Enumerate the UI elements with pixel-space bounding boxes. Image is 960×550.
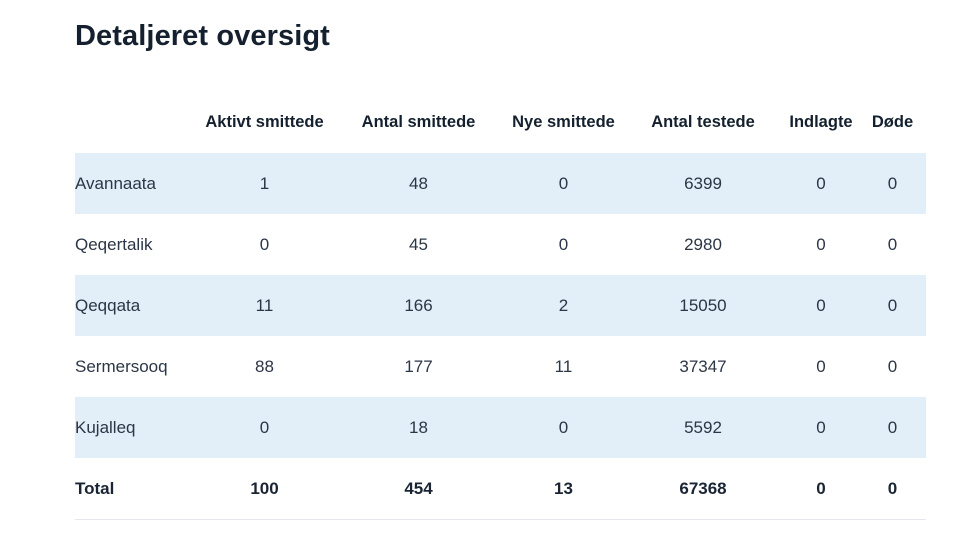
hospitalized-cell: 0 [783,153,859,214]
column-header-total-infected: Antal smittede [361,113,476,131]
deaths-cell: 0 [887,356,898,376]
table-row: Qeqqata 11 166 2 15050 0 0 [75,275,926,336]
overview-table: Aktivt smittede Antal smittede Nye smitt… [75,92,926,520]
page-title: Detaljeret oversigt [75,20,330,52]
column-header-new-infected: Nye smittede [512,113,615,131]
table-row: Sermersooq 88 177 11 37347 0 0 [75,336,926,397]
total-infected-cell: 18 [333,397,504,458]
deaths-cell: 0 [887,234,898,254]
total-infected-cell: 45 [409,234,428,254]
hospitalized-cell: 0 [816,234,826,254]
new-infected-cell: 11 [554,356,573,376]
total-hospitalized: 0 [783,458,859,520]
region-name: Sermersooq [75,356,168,376]
total-active-infected: 100 [196,458,333,520]
active-infected-cell: 11 [196,275,333,336]
total-row: Total 100 454 13 67368 0 0 [75,458,926,520]
region-name: Kujalleq [75,397,196,458]
active-infected-cell: 0 [196,397,333,458]
total-total-infected: 454 [333,458,504,520]
total-infected-cell: 48 [333,153,504,214]
active-infected-cell: 0 [259,234,270,254]
total-infected-cell: 177 [404,356,433,376]
active-infected-cell: 88 [255,356,274,376]
tested-cell: 5592 [623,397,783,458]
hospitalized-cell: 0 [783,397,859,458]
tested-cell: 2980 [684,234,722,254]
total-new-infected: 13 [504,458,623,520]
table-row: Qeqertalik 0 45 0 2980 0 0 [75,214,926,275]
table-row: Kujalleq 0 18 0 5592 0 0 [75,397,926,458]
total-tested: 67368 [623,458,783,520]
table-header-row: Aktivt smittede Antal smittede Nye smitt… [75,92,926,153]
total-infected-cell: 166 [333,275,504,336]
column-header-active-infected: Aktivt smittede [205,113,324,131]
region-name: Qeqqata [75,275,196,336]
column-header-tested: Antal testede [651,113,755,131]
new-infected-cell: 0 [504,153,623,214]
hospitalized-cell: 0 [816,356,826,376]
hospitalized-cell: 0 [783,275,859,336]
column-header-hospitalized: Indlagte [789,113,853,131]
region-name: Qeqertalik [75,234,153,254]
table-row: Avannaata 1 48 0 6399 0 0 [75,153,926,214]
active-infected-cell: 1 [196,153,333,214]
tested-cell: 6399 [623,153,783,214]
new-infected-cell: 0 [558,234,569,254]
region-name: Avannaata [75,153,196,214]
total-deaths: 0 [859,458,926,520]
deaths-cell: 0 [859,275,926,336]
new-infected-cell: 0 [504,397,623,458]
new-infected-cell: 2 [504,275,623,336]
column-header-region [75,92,196,153]
tested-cell: 15050 [623,275,783,336]
deaths-cell: 0 [859,153,926,214]
tested-cell: 37347 [679,356,727,376]
column-header-deaths: Døde [871,113,914,131]
total-label: Total [75,458,196,520]
deaths-cell: 0 [859,397,926,458]
